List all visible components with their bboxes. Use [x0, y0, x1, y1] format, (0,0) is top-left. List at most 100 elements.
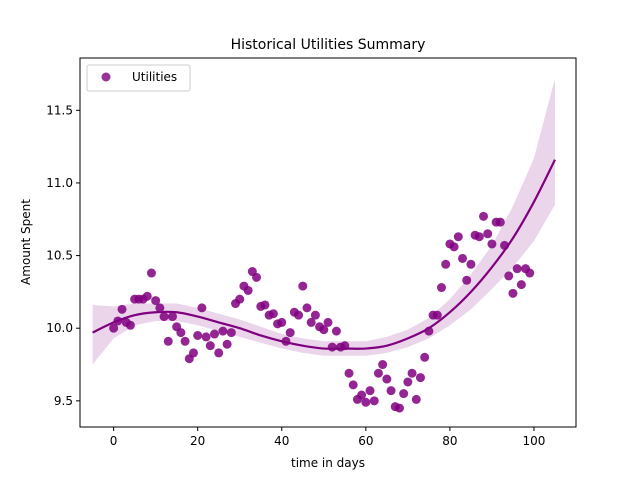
chart-title: Historical Utilities Summary [231, 37, 426, 53]
data-point [479, 211, 489, 221]
y-tick-label: 11.0 [46, 176, 73, 190]
data-point [458, 253, 468, 263]
data-point [487, 239, 497, 249]
y-tick-label: 10.0 [46, 321, 73, 335]
data-point [260, 300, 270, 310]
data-point [125, 320, 135, 330]
y-tick-label: 9.5 [54, 394, 73, 408]
data-point [201, 332, 211, 342]
data-point [369, 396, 379, 406]
y-axis-ticks: 9.5 10.0 10.5 11.0 11.5 [46, 103, 80, 408]
data-point [386, 386, 396, 396]
data-point [516, 280, 526, 290]
data-point [109, 323, 119, 333]
data-point [180, 336, 190, 346]
x-tick-label: 20 [190, 434, 205, 448]
data-point [210, 329, 220, 339]
data-point [348, 380, 358, 390]
data-point [466, 259, 476, 269]
data-point [142, 291, 152, 301]
data-point [151, 296, 161, 306]
data-point [188, 348, 198, 358]
data-point [323, 317, 333, 327]
y-tick-label: 10.5 [46, 249, 73, 263]
data-point [399, 389, 409, 399]
data-point [277, 317, 287, 327]
x-axis-ticks: 0 20 40 60 80 100 [110, 427, 546, 448]
fit-line [92, 159, 556, 350]
data-point [319, 325, 329, 335]
data-point [302, 303, 312, 313]
data-point [344, 368, 354, 378]
data-point [285, 328, 295, 338]
data-point [193, 330, 203, 340]
y-tick-label: 11.5 [46, 103, 73, 117]
data-point [365, 386, 375, 396]
data-point [462, 275, 472, 285]
data-point [424, 326, 434, 336]
data-point [474, 232, 484, 242]
data-point [441, 259, 451, 269]
data-point [403, 377, 413, 387]
data-point [113, 316, 123, 326]
x-tick-label: 80 [442, 434, 457, 448]
data-point [411, 394, 421, 404]
data-point [268, 309, 278, 319]
data-point [306, 317, 316, 327]
legend-marker-icon [101, 72, 111, 82]
fit-line-layer [92, 159, 556, 350]
legend-box [86, 64, 191, 92]
data-point [483, 229, 493, 239]
x-tick-label: 60 [358, 434, 373, 448]
data-point [298, 281, 308, 291]
y-axis-label: Amount Spent [19, 199, 33, 285]
data-point [235, 294, 245, 304]
data-point [327, 342, 337, 352]
data-point [340, 341, 350, 351]
data-point [525, 268, 535, 278]
plot-frame [79, 57, 577, 428]
data-point [146, 268, 156, 278]
data-point [310, 310, 320, 320]
data-point [163, 336, 173, 346]
data-point [214, 348, 224, 358]
data-point [155, 303, 165, 313]
data-point [331, 326, 341, 336]
data-point [357, 390, 367, 400]
data-point [495, 217, 505, 227]
data-point [449, 242, 459, 252]
data-point [500, 240, 510, 250]
data-point [373, 368, 383, 378]
data-point [508, 288, 518, 298]
data-point [294, 310, 304, 320]
data-point [117, 304, 127, 314]
data-point [159, 312, 169, 322]
data-point [218, 326, 228, 336]
data-points-layer [109, 211, 535, 413]
data-point [197, 303, 207, 313]
data-point [453, 232, 463, 242]
legend: Utilities [86, 64, 191, 92]
data-point [394, 403, 404, 413]
data-point [281, 336, 291, 346]
data-point [382, 374, 392, 384]
data-point [252, 272, 262, 282]
x-axis-label: time in days [291, 456, 365, 470]
data-point [512, 264, 522, 274]
legend-label-utilities: Utilities [132, 70, 177, 84]
data-point [222, 339, 232, 349]
data-point [176, 328, 186, 338]
data-point [205, 341, 215, 351]
data-point [436, 283, 446, 293]
data-point [167, 312, 177, 322]
x-tick-label: 0 [110, 434, 118, 448]
data-point [226, 328, 236, 338]
data-point [415, 373, 425, 383]
x-tick-label: 100 [523, 434, 546, 448]
data-point [432, 310, 442, 320]
data-point [407, 368, 417, 378]
x-tick-label: 40 [274, 434, 289, 448]
data-point [420, 352, 430, 362]
data-point [361, 397, 371, 407]
data-point [504, 271, 514, 281]
